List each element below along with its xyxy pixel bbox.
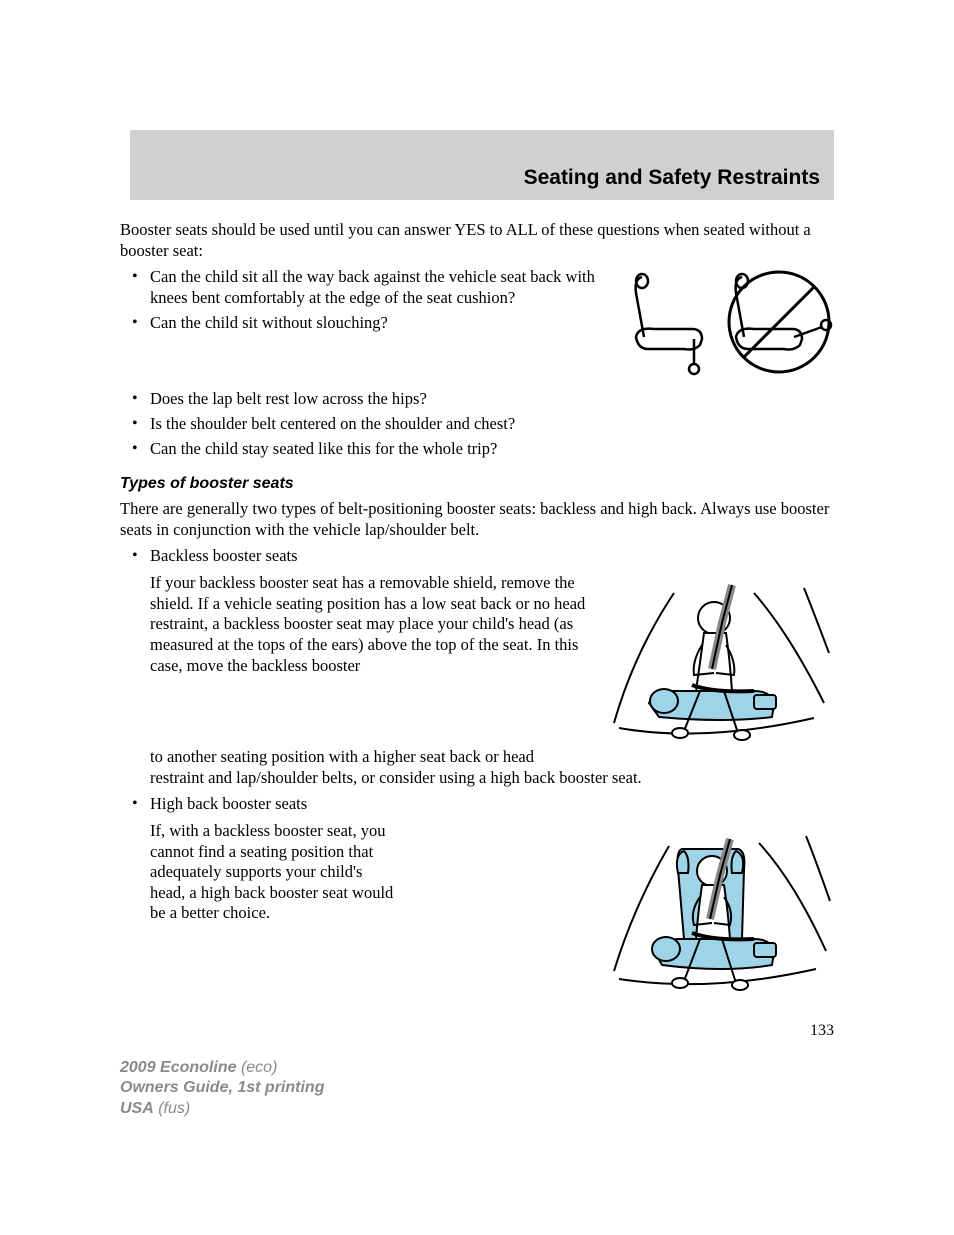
section-title: Seating and Safety Restraints (524, 166, 820, 190)
footer-region: USA (120, 1100, 154, 1117)
section-header-bar: Seating and Safety Restraints (130, 130, 834, 200)
checklist-item: Can the child stay seated like this for … (120, 439, 834, 460)
types-intro-paragraph: There are generally two types of belt-po… (120, 499, 834, 540)
footer-line-3: USA (fus) (120, 1099, 324, 1120)
backless-paragraph-2: to another seating position with a highe… (120, 747, 834, 788)
checklist-item: Can the child sit all the way back again… (120, 267, 834, 308)
backless-booster-figure (604, 573, 834, 743)
footer-line-2: Owners Guide, 1st printing (120, 1078, 324, 1099)
backless-bullet-list: Backless booster seats (120, 546, 834, 567)
footer-model-code: (eco) (237, 1059, 278, 1076)
page-container: Seating and Safety Restraints Booster se… (0, 0, 954, 1040)
highback-bullet: High back booster seats (120, 794, 834, 815)
highback-bullet-list: High back booster seats (120, 794, 834, 815)
footer-block: 2009 Econoline (eco) Owners Guide, 1st p… (120, 1058, 324, 1120)
types-subheading: Types of booster seats (120, 475, 834, 493)
footer-region-code: (fus) (154, 1100, 190, 1117)
highback-paragraph: If, with a backless booster seat, you ca… (120, 821, 400, 924)
page-number: 133 (120, 1022, 834, 1040)
checklist-item: Can the child sit without slouching? (120, 313, 834, 334)
footer-model: 2009 Econoline (120, 1059, 237, 1076)
checklist-item: Is the shoulder belt centered on the sho… (120, 414, 834, 435)
checklist-item: Does the lap belt rest low across the hi… (120, 389, 834, 410)
highback-booster-figure (604, 821, 834, 996)
checklist-full: Does the lap belt rest low across the hi… (120, 389, 834, 459)
intro-paragraph: Booster seats should be used until you c… (120, 220, 834, 261)
backless-bullet: Backless booster seats (120, 546, 834, 567)
checklist-narrow: Can the child sit all the way back again… (120, 267, 834, 333)
footer-line-1: 2009 Econoline (eco) (120, 1058, 324, 1079)
